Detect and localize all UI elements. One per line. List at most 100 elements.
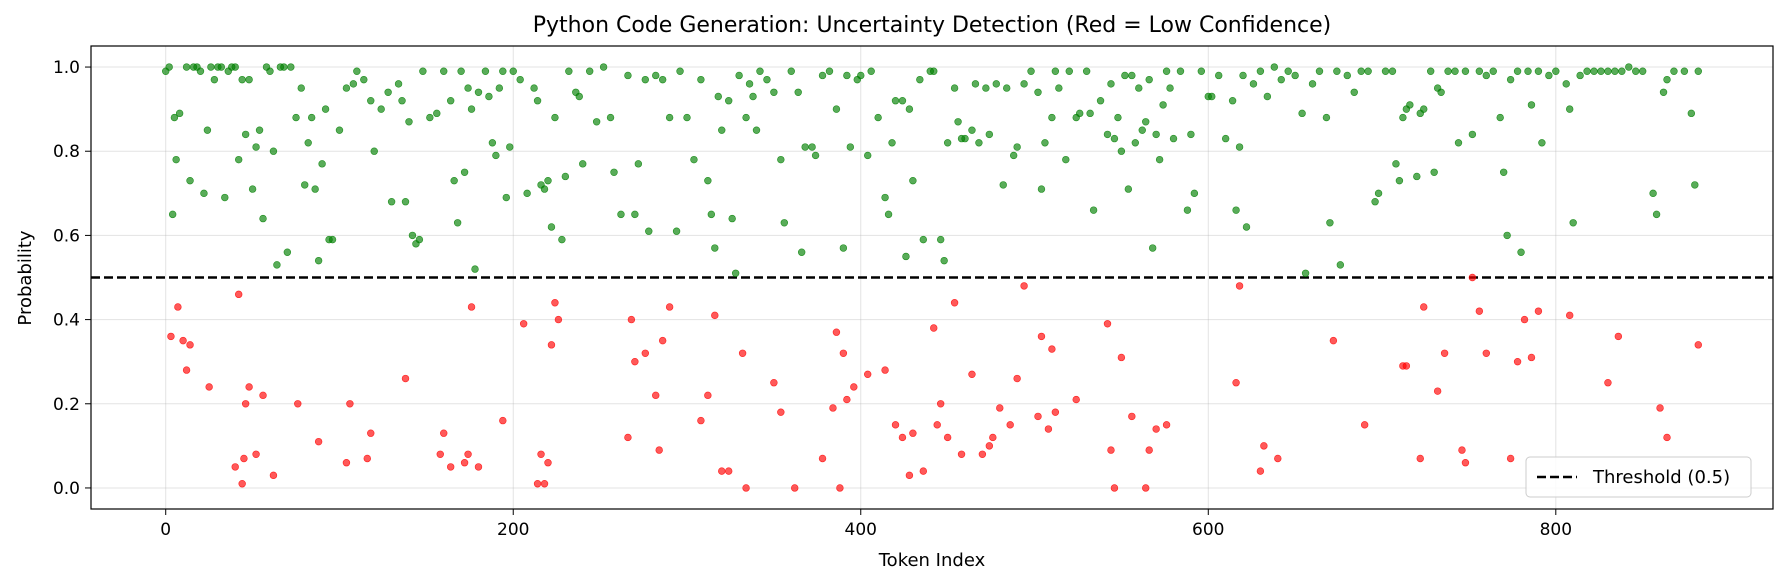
data-point <box>1670 67 1678 75</box>
data-point <box>1152 130 1160 139</box>
data-point <box>1444 67 1452 75</box>
data-point <box>985 442 994 450</box>
data-point <box>839 349 848 357</box>
data-point <box>971 80 980 88</box>
data-point <box>1197 67 1206 75</box>
data-point <box>1336 261 1345 269</box>
data-point <box>307 113 316 122</box>
data-point <box>1499 168 1508 176</box>
data-point <box>1256 467 1265 475</box>
data-point <box>930 67 938 75</box>
data-point <box>1590 67 1598 75</box>
data-point <box>1437 88 1445 97</box>
data-point <box>1089 206 1098 214</box>
data-point <box>1107 80 1115 88</box>
data-point <box>433 109 441 118</box>
data-point <box>1232 379 1240 387</box>
data-point <box>210 75 219 84</box>
data-point <box>248 185 257 193</box>
data-point <box>516 75 524 84</box>
data-point <box>1176 67 1185 75</box>
data-point <box>1263 92 1272 101</box>
data-point <box>874 113 882 122</box>
data-point <box>1652 210 1661 219</box>
data-point <box>1524 67 1532 75</box>
data-point <box>832 105 841 113</box>
data-point <box>186 341 194 349</box>
data-point <box>318 160 326 168</box>
data-point <box>797 248 806 256</box>
data-point <box>1298 109 1306 118</box>
data-point <box>575 92 583 101</box>
data-point <box>982 84 990 92</box>
data-point <box>1065 67 1073 75</box>
data-point <box>1051 67 1060 75</box>
data-point <box>683 113 691 122</box>
data-point <box>864 151 872 160</box>
data-point <box>1117 353 1126 362</box>
data-point <box>1082 67 1091 75</box>
data-point <box>697 416 705 425</box>
data-point <box>240 454 248 463</box>
data-point <box>384 88 392 97</box>
data-point <box>1013 374 1021 383</box>
y-tick-label: 1.0 <box>53 58 80 78</box>
data-point <box>471 265 479 273</box>
data-point <box>634 160 643 168</box>
data-point <box>801 143 809 151</box>
data-point <box>523 189 531 198</box>
data-point <box>676 67 684 75</box>
data-point <box>540 480 549 488</box>
data-point <box>464 84 472 92</box>
data-point <box>652 391 660 400</box>
data-point <box>259 214 267 223</box>
data-point <box>1527 353 1536 362</box>
data-point <box>269 471 278 480</box>
data-point <box>398 97 406 105</box>
data-point <box>1138 126 1146 134</box>
data-point <box>231 463 239 471</box>
data-point <box>304 139 312 147</box>
data-point <box>978 450 987 458</box>
data-point <box>745 80 754 88</box>
data-point <box>794 88 802 97</box>
data-point <box>426 113 434 122</box>
data-point <box>266 67 274 75</box>
data-point <box>401 198 410 206</box>
data-point <box>485 92 493 101</box>
data-point <box>1142 118 1150 126</box>
data-point <box>1326 219 1334 227</box>
data-point <box>645 227 653 235</box>
data-point <box>172 155 180 164</box>
data-point <box>1117 147 1126 155</box>
data-point <box>1538 139 1546 147</box>
data-point <box>579 160 587 168</box>
data-point <box>1027 67 1035 75</box>
data-point <box>1395 176 1404 185</box>
data-point <box>1131 139 1139 147</box>
y-tick-label: 0.4 <box>53 311 80 331</box>
data-point <box>287 63 295 71</box>
data-point <box>467 105 476 113</box>
data-point <box>1096 97 1105 105</box>
data-point <box>898 97 907 105</box>
data-point <box>992 80 1000 88</box>
legend: Threshold (0.5) <box>1525 456 1752 498</box>
data-point <box>460 459 469 467</box>
data-point <box>1034 412 1042 421</box>
data-point <box>888 139 896 147</box>
data-point <box>1420 303 1428 311</box>
data-point <box>770 379 778 387</box>
data-point <box>1625 63 1633 71</box>
data-point <box>777 408 785 416</box>
data-point <box>1656 404 1664 412</box>
data-point <box>1162 67 1171 75</box>
data-point <box>1663 75 1671 84</box>
data-point <box>1426 67 1435 75</box>
data-point <box>592 118 601 126</box>
data-point <box>857 71 865 80</box>
data-point <box>1322 113 1331 122</box>
data-point <box>850 383 858 391</box>
data-point <box>624 433 632 442</box>
data-point <box>1374 189 1383 198</box>
